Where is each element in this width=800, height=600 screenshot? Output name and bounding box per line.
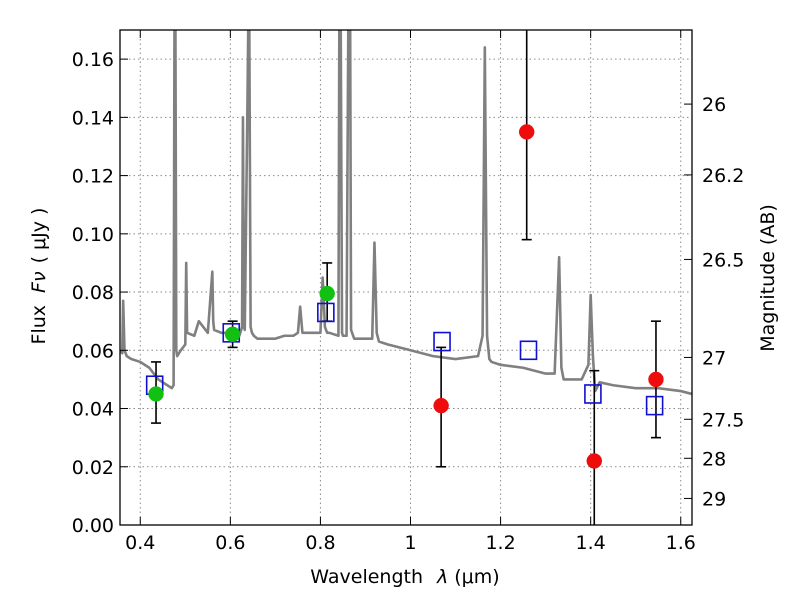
x-tick-label: 1.2 [485, 532, 515, 554]
red-data-point [648, 371, 664, 388]
model-sed-layer [120, 30, 692, 396]
y-tick-label: 0.00 [72, 515, 114, 537]
y-axis-label: FluxFν( μJy ) [28, 208, 50, 345]
x-tick-label: 1.4 [576, 532, 606, 554]
grid-lines [120, 30, 692, 526]
y2-axis-label: Magnitude (AB) [757, 204, 779, 352]
x-axis-label: Wavelength λ (μm) [310, 566, 499, 588]
tick-layer: 0.4 0.6 0.8 1 1.2 1.4 1.6 0.00 0.02 0.04 0.06 0.08 0… [72, 30, 744, 554]
red-data-point [586, 453, 603, 469]
error-bars-layer [151, 30, 661, 525]
y-tick-label: 0.12 [72, 166, 114, 188]
y-tick-label: 0.04 [72, 399, 114, 421]
y2-tick-label: 26.5 [702, 249, 744, 271]
green-data-point [148, 386, 164, 402]
x-tick-label: 0.8 [305, 532, 335, 554]
blue-squares-layer [145, 302, 664, 416]
model-sed-line [120, 30, 692, 396]
y2-tick-label: 27 [702, 347, 726, 369]
y2-tick-label: 26.2 [702, 165, 744, 187]
y2-tick-label: 27.5 [702, 409, 744, 431]
y-tick-label: 0.16 [72, 49, 114, 71]
plot-frame [119, 29, 693, 526]
y-tick-label: 0.08 [72, 282, 114, 304]
x-tick-label: 1.6 [666, 532, 696, 554]
red-data-point [433, 397, 449, 414]
y2-tick-label: 29 [702, 488, 726, 510]
model-photometry-square [519, 340, 538, 361]
y2-tick-label: 26 [702, 94, 726, 116]
red-data-point [518, 124, 535, 140]
y-tick-label: 0.10 [72, 224, 114, 246]
y2-tick-label: 28 [702, 448, 726, 470]
model-photometry-square [584, 384, 602, 404]
model-photometry-square [317, 302, 335, 323]
y-tick-label: 0.14 [72, 107, 114, 129]
axes-frame [119, 29, 693, 526]
green-data-point [224, 326, 241, 343]
model-photometry-square [645, 395, 664, 416]
photometry-points-layer [148, 124, 664, 469]
x-tick-label: 0.4 [125, 532, 155, 554]
green-data-point [319, 285, 335, 302]
x-tick-label: 0.6 [215, 532, 245, 554]
y-tick-label: 0.06 [72, 340, 114, 362]
x-tick-label: 1 [404, 532, 416, 554]
model-photometry-square [433, 331, 451, 352]
y-tick-label: 0.02 [72, 457, 114, 479]
